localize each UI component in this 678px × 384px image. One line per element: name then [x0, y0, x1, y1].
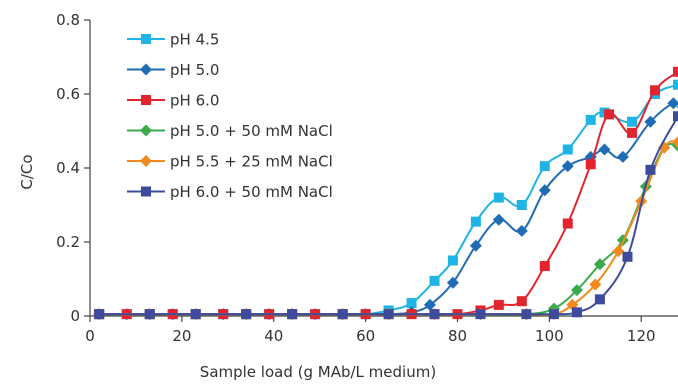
legend-label: pH 5.5 + 25 mM NaCl	[170, 153, 333, 171]
x-tick-label: 80	[448, 327, 467, 345]
legend-marker	[140, 155, 152, 167]
x-tick-label: 60	[356, 327, 375, 345]
x-tick-label: 120	[627, 327, 656, 345]
data-point	[622, 251, 633, 262]
data-point	[190, 309, 201, 320]
data-point	[447, 255, 458, 266]
data-point	[612, 245, 625, 258]
legend-entry: pH 6.0	[127, 92, 219, 110]
x-tick-label: 20	[172, 327, 191, 345]
data-point	[604, 109, 615, 120]
data-point	[645, 164, 656, 175]
data-point	[406, 298, 417, 309]
data-point	[470, 216, 481, 227]
legend-label: pH 5.0 + 50 mM NaCl	[170, 122, 333, 140]
data-point	[383, 309, 394, 320]
axes: 0 0.2 0.4 0.6 0.8 0 20 40 60 80 100 120	[56, 11, 678, 345]
legend-label: pH 6.0 + 50 mM NaCl	[170, 183, 333, 201]
data-point	[561, 160, 574, 173]
data-point	[337, 309, 348, 320]
data-point	[589, 278, 602, 291]
data-point	[241, 309, 252, 320]
x-tick-label: 0	[85, 327, 95, 345]
data-point	[616, 150, 629, 163]
x-tick-label: 40	[264, 327, 283, 345]
data-point	[562, 218, 573, 229]
y-axis-title: C/Co	[18, 154, 36, 189]
data-point	[593, 258, 606, 271]
data-point	[548, 309, 559, 320]
legend-marker	[140, 63, 152, 76]
data-point	[493, 299, 504, 310]
data-point	[94, 309, 105, 320]
legend-marker	[140, 124, 152, 137]
data-point	[644, 115, 657, 128]
data-point	[423, 298, 436, 311]
legend-marker	[141, 186, 151, 197]
data-point	[493, 192, 504, 203]
series-layer	[93, 66, 678, 321]
data-point	[492, 213, 505, 226]
data-point	[539, 161, 550, 172]
data-point	[429, 309, 440, 320]
legend-entry: pH 5.0	[127, 61, 219, 79]
data-point	[594, 294, 605, 305]
data-point	[627, 116, 638, 127]
data-point	[539, 261, 550, 272]
data-point	[667, 97, 678, 110]
legend-entry: pH 6.0 + 50 mM NaCl	[127, 183, 333, 201]
data-point	[627, 127, 638, 138]
series-6	[94, 111, 678, 320]
data-point	[475, 309, 486, 320]
y-tick-label: 0.4	[56, 159, 80, 177]
y-tick-label: 0	[70, 307, 80, 325]
legend-label: pH 5.0	[170, 61, 219, 79]
data-point	[516, 200, 527, 210]
x-axis-title: Sample load (g MAb/L medium)	[200, 363, 436, 381]
data-point	[429, 275, 440, 286]
legend-label: pH 6.0	[170, 92, 219, 110]
y-tick-label: 0.6	[56, 85, 80, 103]
data-point	[287, 309, 298, 320]
y-tick-label: 0.8	[56, 11, 80, 29]
legend-label: pH 4.5	[170, 31, 219, 49]
data-point	[673, 66, 678, 77]
legend-entry: pH 5.0 + 50 mM NaCl	[127, 122, 333, 140]
legend: pH 4.5 pH 5.0 pH 6.0 pH 5.0 + 50 mM NaCl pH …	[127, 31, 333, 201]
data-point	[469, 239, 482, 252]
data-point	[516, 296, 527, 307]
data-point	[570, 284, 583, 297]
legend-entry: pH 5.5 + 25 mM NaCl	[127, 153, 333, 171]
data-point	[673, 111, 678, 122]
series-line	[99, 115, 678, 316]
data-point	[515, 224, 528, 237]
data-point	[144, 309, 155, 320]
data-point	[562, 144, 573, 155]
data-point	[446, 276, 459, 289]
data-point	[598, 143, 611, 156]
data-point	[650, 85, 661, 96]
legend-entry: pH 4.5	[127, 31, 219, 49]
data-point	[585, 114, 596, 125]
data-point	[585, 159, 596, 170]
data-point	[538, 184, 551, 197]
data-point	[673, 79, 678, 90]
data-point	[571, 307, 582, 318]
legend-marker	[141, 34, 151, 44]
data-point	[521, 309, 532, 320]
legend-marker	[141, 95, 151, 105]
x-tick-label: 100	[535, 327, 564, 345]
y-tick-label: 0.2	[56, 233, 80, 251]
data-point	[672, 136, 678, 149]
